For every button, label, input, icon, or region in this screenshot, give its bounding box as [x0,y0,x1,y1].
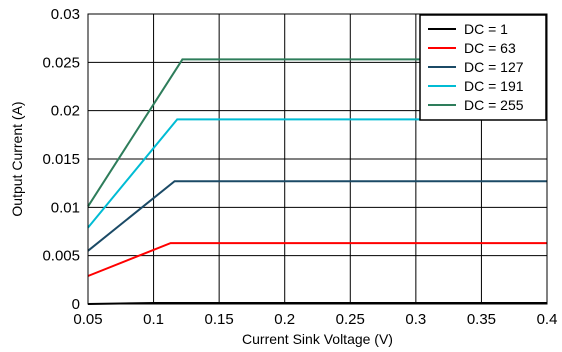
x-tick-label: 0.15 [205,311,234,328]
x-tick-label: 0.4 [537,311,558,328]
series-line-3 [87,180,547,252]
legend-label: DC = 127 [464,59,524,75]
y-tick-label: 0.025 [42,54,80,71]
legend: DC = 1 DC = 63 DC = 127 DC = 191 DC = 255 [419,14,547,121]
tick-labels: 0.05 0.1 0.15 0.2 0.25 0.3 0.35 0.4 0 0.005 0.01 0.… [42,6,557,328]
y-tick-label: 0.02 [51,103,80,120]
legend-label: DC = 1 [464,21,508,37]
y-tick-label: 0.005 [42,248,80,265]
x-tick-label: 0.1 [143,311,164,328]
y-tick-label: 0.01 [51,199,80,216]
x-tick-label: 0.25 [336,311,365,328]
y-tick-label: 0.015 [42,151,80,168]
legend-label: DC = 63 [464,40,516,56]
x-tick-label: 0.3 [405,311,426,328]
y-tick-label: 0.03 [51,6,80,23]
y-tick-label: 0 [72,296,80,313]
x-tick-label: 0.2 [274,311,295,328]
plot-frame [87,13,548,305]
legend-label: DC = 255 [464,97,524,113]
x-axis-label: Current Sink Voltage (V) [242,331,393,347]
series-line-4 [87,118,547,229]
x-tick-label: 0.05 [73,311,102,328]
series-line-2 [87,242,547,277]
y-axis-label: Output Current (A) [9,101,25,216]
legend-label: DC = 191 [464,78,524,94]
x-tick-label: 0.35 [467,311,496,328]
